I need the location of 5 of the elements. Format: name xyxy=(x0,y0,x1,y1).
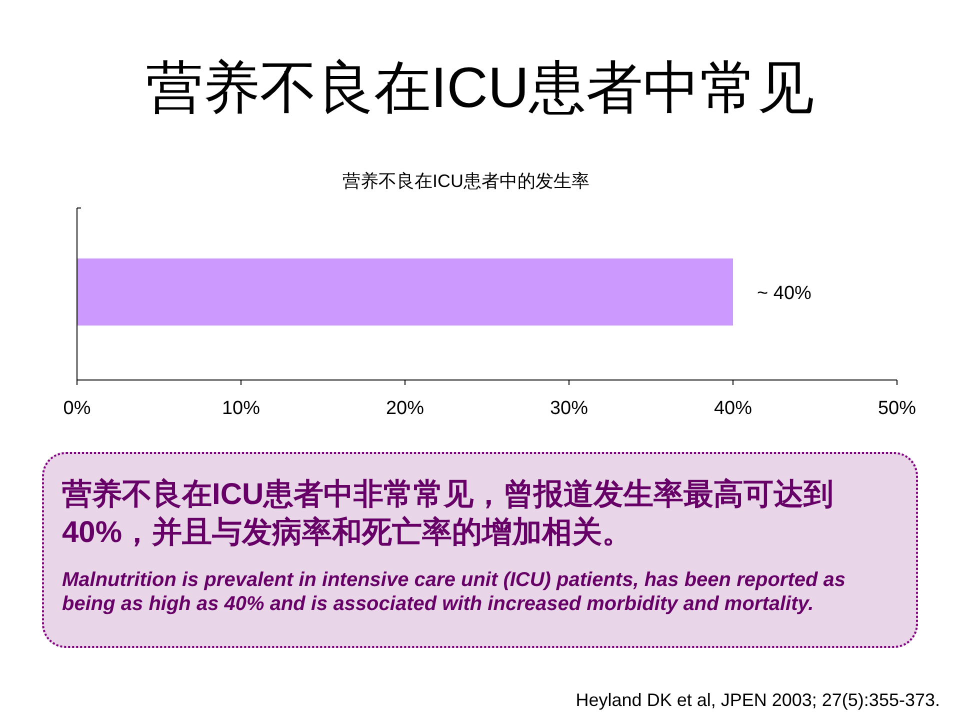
subtitle: 营养不良在ICU患者中的发生率 xyxy=(342,171,590,191)
annotation: Heyland DK et al, JPEN 2003; 27(5):355-373. xyxy=(576,689,940,711)
title: 营养不良在ICU患者中常见 xyxy=(144,55,816,122)
annotation: Malnutrition is prevalent in intensive care unit (ICU) patients, has been reported as being as high as 40% and is associated with increased morbidity and mortality. xyxy=(62,568,846,616)
annotation: 营养不良在ICU患者中非常常见，曾报道发生率最高可达到40%，并且与发病率和死亡率的增加相关。 xyxy=(62,476,835,551)
